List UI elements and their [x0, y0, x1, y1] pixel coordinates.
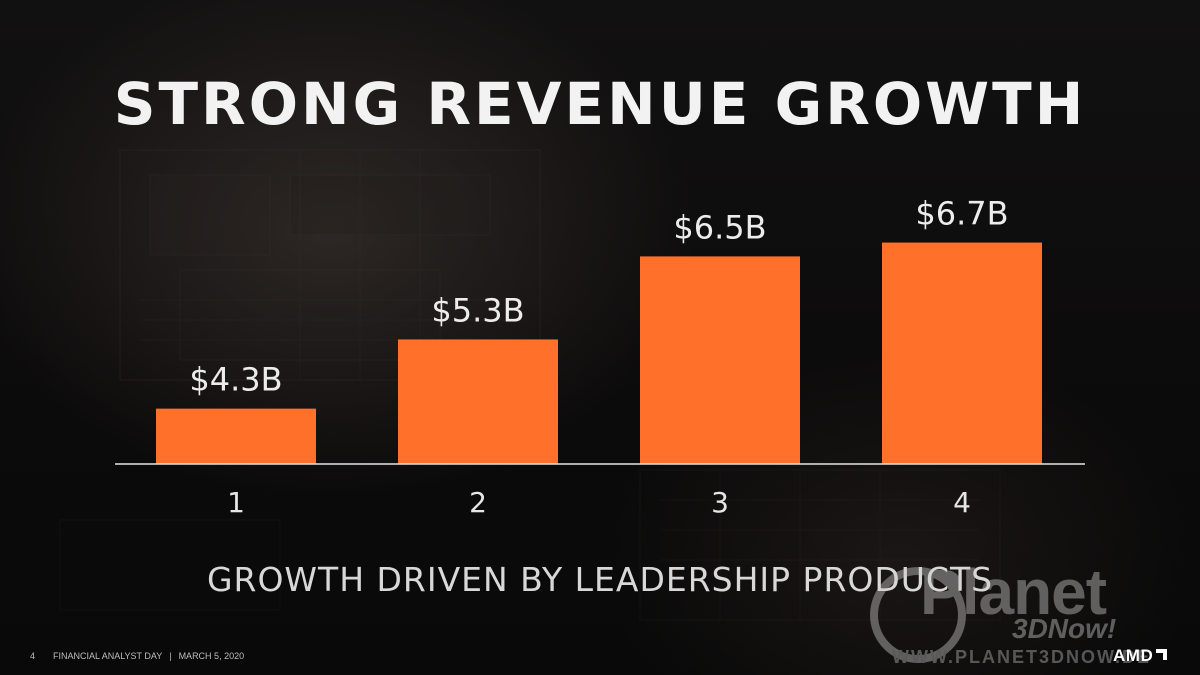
slide-title: STRONG REVENUE GROWTH: [113, 70, 1087, 138]
slide-subtitle: GROWTH DRIVEN BY LEADERSHIP PRODUCTS: [206, 560, 994, 599]
x-tick-label-4: 4: [953, 486, 971, 519]
amd-logo-text: AMD: [1113, 646, 1154, 665]
watermark: Planet 3DNow! WWW.PLANET3DNOW.DE: [862, 555, 1192, 675]
bar-3: [640, 256, 800, 464]
watermark-ring-icon: [870, 567, 966, 663]
amd-arrow-icon: [1156, 649, 1168, 660]
data-label-4: $6.7B: [915, 195, 1008, 233]
footer-date: MARCH 5, 2020: [178, 651, 245, 661]
footer-separator: |: [169, 651, 172, 661]
x-tick-label-1: 1: [227, 486, 245, 519]
x-tick-label-3: 3: [711, 486, 729, 519]
footer-event: FINANCIAL ANALYST DAY: [53, 651, 163, 661]
x-tick-label-2: 2: [469, 486, 487, 519]
amd-logo: AMD: [1113, 646, 1168, 666]
watermark-tagline: 3DNow!: [1012, 613, 1117, 644]
data-label-3: $6.5B: [673, 208, 766, 246]
footer: 4 FINANCIAL ANALYST DAY | MARCH 5, 2020: [30, 651, 244, 661]
bar-2: [398, 339, 558, 464]
page-number: 4: [30, 651, 36, 661]
bar-1: [156, 408, 316, 464]
data-label-2: $5.3B: [431, 291, 524, 329]
watermark-url: WWW.PLANET3DNOW.DE: [892, 647, 1151, 667]
bar-4: [882, 242, 1042, 464]
watermark-brand: Planet: [920, 556, 1107, 628]
data-label-1: $4.3B: [189, 361, 282, 399]
